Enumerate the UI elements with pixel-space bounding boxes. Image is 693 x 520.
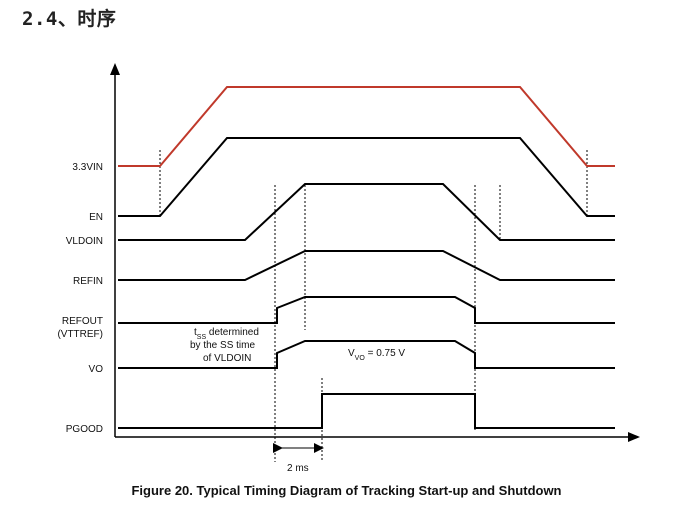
- label-pgood: PGOOD: [66, 424, 103, 435]
- label-vo: VO: [89, 364, 104, 375]
- section-heading: 2.4、时序: [22, 8, 117, 30]
- x-axis-arrow: [628, 432, 640, 442]
- trace-en: [118, 137, 615, 217]
- label-refin: REFIN: [73, 276, 103, 287]
- timing-diagram: 3.3VIN EN VLDOIN REFIN REFOUT (VTTREF) V…: [57, 63, 640, 474]
- trace-3v3vin: [118, 86, 615, 167]
- tss-annotation: tSS determined: [194, 327, 259, 341]
- tss-rest: determined: [206, 327, 259, 338]
- label-vldoin: VLDOIN: [66, 236, 103, 247]
- delay-label: 2 ms: [287, 463, 309, 474]
- tss-line-3: of VLDOIN: [203, 353, 251, 364]
- label-refout: REFOUT: [62, 316, 103, 327]
- y-axis-arrow: [110, 63, 120, 75]
- vvo-rest: = 0.75 V: [365, 348, 406, 359]
- label-3v3vin: 3.3VIN: [72, 162, 103, 173]
- figure-caption: Figure 20. Typical Timing Diagram of Tra…: [131, 483, 562, 498]
- vvo-sub: VO: [355, 355, 366, 362]
- tss-sub: SS: [197, 334, 207, 341]
- trace-vo: [118, 340, 615, 369]
- trace-vldoin: [118, 183, 615, 241]
- vvo-v: V: [348, 348, 355, 359]
- trace-pgood: [118, 393, 615, 429]
- tss-line-2: by the SS time: [190, 340, 255, 351]
- label-vttref: (VTTREF): [57, 329, 103, 340]
- vvo-annotation: VVO = 0.75 V: [348, 348, 405, 362]
- trace-refout: [118, 296, 615, 324]
- label-en: EN: [89, 212, 103, 223]
- tss-t: t: [194, 327, 197, 338]
- event-markers: [159, 150, 588, 462]
- trace-refin: [118, 250, 615, 281]
